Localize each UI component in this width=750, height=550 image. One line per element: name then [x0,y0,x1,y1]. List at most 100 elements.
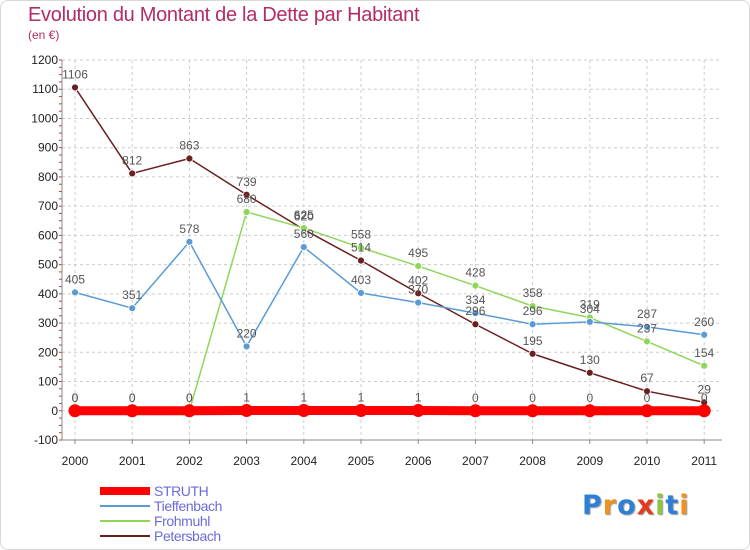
legend-swatch [100,535,150,537]
data-label-frohmuhl: 428 [465,266,485,280]
data-label-tieffenbach: 287 [637,307,657,321]
data-label-frohmuhl: 237 [637,321,657,335]
logo-letter: t [665,490,680,521]
y-tick-label: 200 [38,345,58,359]
data-point-tieffenbach [643,322,651,331]
logo-letter: r [602,490,618,521]
data-label-frohmuhl: 558 [351,228,371,242]
data-label-tieffenbach: 334 [465,293,485,307]
data-point-frohmuhl [357,243,365,252]
data-point-tieffenbach [414,298,423,307]
data-label-frohmuhl: 154 [694,346,714,360]
data-point-tieffenbach [700,330,709,339]
data-point-struth [583,404,597,418]
data-point-struth [182,404,196,418]
data-label-petersbach: 195 [523,334,543,348]
y-tick-label: 400 [38,287,58,301]
data-label-struth: 1 [300,390,307,404]
data-point-tieffenbach [128,304,137,313]
data-label-frohmuhl: 625 [294,208,314,222]
data-label-tieffenbach: 296 [523,304,543,318]
data-point-tieffenbach [185,237,194,246]
data-label-frohmuhl: 0 [72,391,79,405]
x-tick-label: 2004 [290,454,317,468]
data-label-petersbach: 1106 [62,67,88,81]
series-line-tieffenbach [74,241,705,348]
data-label-petersbach: 739 [237,175,257,189]
data-label-struth: 0 [529,391,536,405]
data-point-struth [640,404,654,418]
data-label-frohmuhl: 358 [523,286,543,300]
y-tick-label: 700 [38,199,58,213]
data-point-frohmuhl [414,262,423,270]
y-tick-label: 0 [51,404,58,418]
data-point-frohmuhl [643,337,651,346]
data-label-struth: 0 [644,391,651,405]
data-point-struth [526,404,540,418]
legend-label: Tieffenbach [154,498,222,514]
data-point-petersbach [471,320,480,329]
data-label-frohmuhl: 680 [237,192,257,206]
data-label-tieffenbach: 304 [580,302,600,316]
data-point-petersbach [585,368,594,377]
data-point-struth [68,404,82,418]
data-label-tieffenbach: 403 [351,273,371,287]
data-label-tieffenbach: 260 [694,315,714,329]
legend-swatch [100,505,150,507]
data-point-tieffenbach [471,309,480,318]
plot-background [62,60,722,440]
data-label-struth: 0 [472,391,479,405]
logo-letter: i [679,490,690,521]
logo-letter: i [655,490,666,521]
data-point-tieffenbach [528,320,537,329]
data-label-frohmuhl: 319 [580,298,600,312]
data-point-struth [468,404,482,418]
data-label-petersbach: 863 [179,139,199,153]
series-line-petersbach [74,87,705,404]
x-tick-label: 2000 [62,454,89,468]
data-label-tieffenbach: 405 [65,272,85,286]
data-point-tieffenbach [242,342,251,351]
legend-label: Frohmuhl [154,513,210,529]
data-point-struth [125,404,139,418]
data-label-struth: 1 [243,390,250,404]
data-point-frohmuhl [471,281,480,290]
legend-swatch [100,487,150,495]
y-tick-label: 900 [38,141,58,155]
data-point-petersbach [414,289,423,298]
data-point-tieffenbach [71,288,79,297]
data-point-petersbach [357,256,365,265]
data-label-petersbach: 402 [408,273,428,287]
data-point-petersbach [185,154,194,163]
legend-label: Petersbach [154,528,221,544]
series-layer [68,83,711,418]
data-point-petersbach [71,83,79,92]
data-label-struth: 1 [358,390,365,404]
x-tick-label: 2011 [691,454,717,468]
y-tick-label: 600 [38,228,58,242]
data-point-frohmuhl [242,208,251,216]
data-point-struth [240,403,254,417]
logo-letter: o [617,490,637,521]
data-point-struth [411,403,425,417]
data-label-struth: 0 [129,391,136,405]
data-label-frohmuhl: 0 [186,391,193,405]
data-label-struth: 0 [72,391,79,405]
data-label-petersbach: 67 [640,371,654,385]
y-tick-label: 1000 [31,111,58,125]
axis-layer: -100010020030040050060070080090010001100… [31,53,722,468]
data-label-tieffenbach: 560 [294,227,314,241]
x-tick-label: 2010 [634,454,661,468]
data-point-frohmuhl [528,302,537,311]
data-label-tieffenbach: 220 [237,326,257,340]
y-tick-label: -100 [34,433,58,447]
data-label-struth: 0 [701,391,708,405]
data-point-petersbach [643,387,651,396]
data-point-petersbach [528,349,537,358]
data-label-tieffenbach: 578 [179,222,199,236]
legend-label: STRUTH [154,483,209,499]
data-label-struth: 0 [186,391,193,405]
y-tick-label: 300 [38,316,58,330]
y-tick-label: 800 [38,170,58,184]
x-tick-label: 2008 [519,454,546,468]
